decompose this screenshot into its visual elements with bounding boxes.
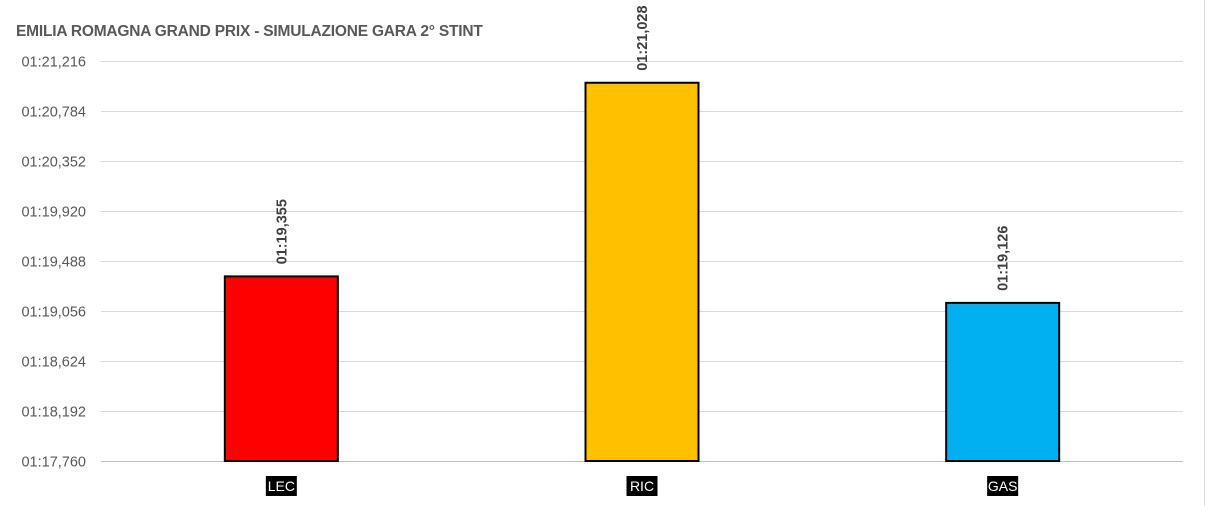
y-tick-label: 01:20,784 xyxy=(21,105,86,121)
bar xyxy=(223,275,339,462)
y-tick-label: 01:19,488 xyxy=(21,255,86,271)
bar xyxy=(945,301,1061,463)
y-tick-label: 01:21,216 xyxy=(21,55,86,71)
y-tick-label: 01:17,760 xyxy=(21,455,86,471)
y-tick-label: 01:18,192 xyxy=(21,405,86,421)
x-tick-label: LEC xyxy=(268,478,295,494)
data-label: 01:19,126 xyxy=(996,226,1012,291)
x-tick-label: RIC xyxy=(630,478,654,494)
x-tick-label: GAS xyxy=(988,478,1018,494)
y-tick-label: 01:19,056 xyxy=(21,305,86,321)
chart-title: EMILIA ROMAGNA GRAND PRIX - SIMULAZIONE … xyxy=(16,23,483,40)
x-tick-label-background xyxy=(987,476,1019,496)
bar xyxy=(584,81,700,463)
data-label: 01:21,028 xyxy=(635,5,651,70)
data-label: 01:19,355 xyxy=(274,199,290,264)
y-tick-label: 01:19,920 xyxy=(21,205,86,221)
y-tick-label: 01:20,352 xyxy=(21,155,86,171)
chart-right-border xyxy=(1204,0,1205,506)
x-tick-label-background xyxy=(626,476,658,496)
y-tick-label: 01:18,624 xyxy=(21,355,86,371)
x-tick-label-background xyxy=(265,476,297,496)
